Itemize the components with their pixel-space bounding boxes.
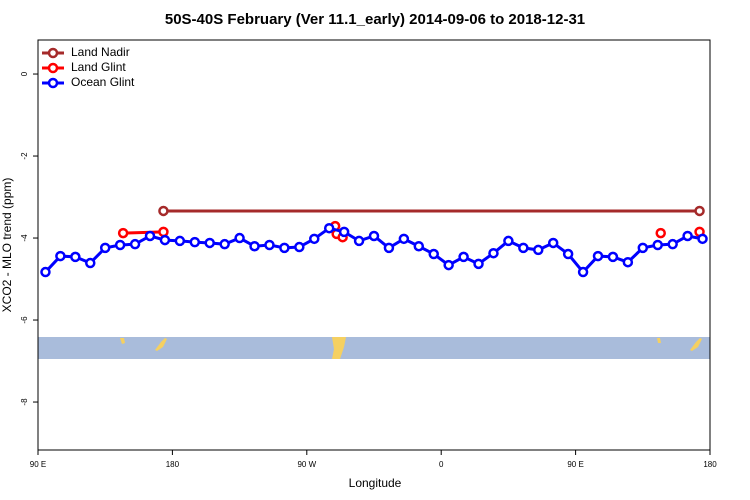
ocean-band [38,337,710,359]
point [249,240,260,252]
plot-frame [37,39,711,451]
legend-label: Ocean Glint [71,75,135,89]
point [518,242,529,254]
x-tick-label: 0 [439,460,444,469]
point [368,230,380,242]
point [622,256,634,268]
point [323,222,335,234]
point [398,233,410,245]
point [607,251,619,263]
point [294,241,305,253]
point [174,235,186,247]
point [413,240,425,252]
x-axis-label: Longitude [349,476,402,490]
point [117,227,129,239]
point [353,235,365,247]
point [488,247,499,259]
point [682,230,693,242]
point [158,205,169,217]
y-tick-label: -2 [20,152,29,160]
point [652,239,663,251]
y-axis-label: XCO2 - MLO trend (ppm) [0,178,14,313]
point [70,251,81,263]
point [562,248,574,260]
point [129,238,141,250]
point [114,239,126,251]
point [264,239,275,251]
point [85,257,96,269]
y-tick-label: -8 [20,398,29,406]
map-strip [38,337,710,359]
point [547,237,559,249]
point [655,227,666,239]
point [383,242,395,254]
point [309,233,320,245]
point [279,242,290,254]
point [637,242,649,254]
point [40,266,51,278]
x-tick-label: 90 W [297,460,316,469]
legend-label: Land Glint [71,60,126,74]
point [338,226,350,238]
point [428,248,439,260]
legend-marker [47,47,59,59]
point [234,232,245,244]
point [55,250,66,262]
y-tick-label: 0 [20,71,29,76]
point [144,230,156,242]
point [99,242,111,254]
point [503,235,514,247]
point [694,205,705,217]
point [189,236,201,248]
point [533,244,544,256]
point [159,234,171,246]
point [592,250,604,262]
point [473,258,484,270]
x-tick-label: 180 [703,460,717,469]
legend-marker [47,62,59,74]
x-tick-label: 180 [166,460,180,469]
x-tick-label: 90 E [30,460,46,469]
point [219,238,230,250]
legend-label: Land Nadir [71,45,130,59]
y-tick-label: -6 [20,316,29,324]
point [158,226,169,238]
point [667,238,678,250]
series-line [123,226,699,237]
point [204,237,215,249]
chart-title: 50S-40S February (Ver 11.1_early) 2014-0… [165,11,585,28]
point [697,233,708,245]
x-tick-label: 90 E [567,460,583,469]
point [443,259,454,271]
point [458,251,469,263]
y-tick-label: -4 [20,234,29,242]
legend-marker [47,77,59,89]
point [577,266,589,278]
